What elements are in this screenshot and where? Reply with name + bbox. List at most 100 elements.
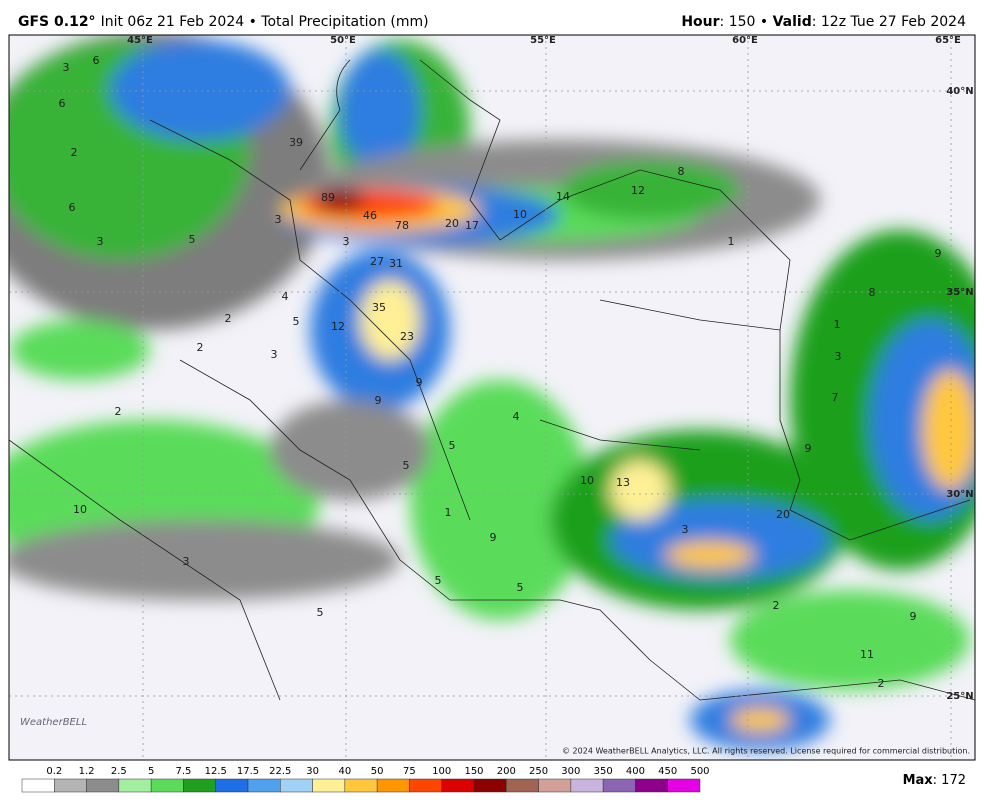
model: GFS 0.12° — [18, 14, 96, 30]
point-label: 39 — [289, 136, 303, 149]
header-right: Hour: 150 • Valid: 12z Tue 27 Feb 2024 — [681, 14, 966, 30]
grid-labels: 45°E 50°E 55°E 60°E 65°E 40°N 35°N 30°N 25°N — [127, 35, 974, 702]
legend-label: 1.2 — [79, 766, 95, 777]
point-label: 5 — [449, 439, 456, 452]
max: Max: 172 — [903, 773, 966, 788]
point-label: 2 — [225, 312, 232, 325]
legend-swatch — [506, 778, 539, 793]
point-label: 2 — [197, 341, 204, 354]
point-label: 2 — [878, 677, 885, 690]
borders — [9, 59, 975, 701]
legend-label: 5 — [148, 766, 154, 777]
legend-label: 50 — [371, 766, 384, 777]
map-frame — [8, 34, 976, 761]
legend-swatch — [344, 778, 378, 793]
point-label: 11 — [860, 648, 874, 661]
precip-field — [9, 35, 975, 750]
logo: WeatherBELL — [20, 717, 87, 728]
point-label: 5 — [293, 315, 300, 328]
point-label: 2 — [773, 599, 780, 612]
legend-label: 350 — [594, 766, 613, 777]
point-label: 46 — [363, 209, 377, 222]
point-label: 31 — [389, 257, 403, 270]
legend-label: 17.5 — [237, 766, 259, 777]
point-label: 5 — [435, 574, 442, 587]
point-label: 5 — [317, 606, 324, 619]
legend-swatch — [409, 778, 442, 793]
point-label: 9 — [805, 442, 812, 455]
legend-label: 12.5 — [205, 766, 227, 777]
point-label: 17 — [465, 219, 479, 232]
header-left: GFS 0.12° Init 06z 21 Feb 2024 • Total Pr… — [18, 14, 429, 30]
legend-swatch — [21, 778, 55, 793]
point-label: 3 — [343, 235, 350, 248]
legend-label: 2.5 — [111, 766, 127, 777]
point-label: 6 — [59, 97, 66, 110]
point-label: 89 — [321, 191, 335, 204]
graticule — [9, 35, 975, 760]
legend-swatch — [312, 778, 346, 793]
legend-label: 300 — [561, 766, 580, 777]
point-label: 2 — [71, 146, 78, 159]
legend-swatch — [570, 778, 604, 793]
point-label: 12 — [331, 320, 345, 333]
legend-swatch — [635, 778, 668, 793]
grid-label: 30°N — [946, 489, 973, 500]
point-label: 35 — [372, 301, 386, 314]
point-label: 5 — [189, 233, 196, 246]
legend-label: 450 — [658, 766, 677, 777]
legend-swatch — [183, 778, 216, 793]
legend-swatch — [538, 778, 572, 793]
point-label: 8 — [869, 286, 876, 299]
point-label: 1 — [445, 506, 452, 519]
legend-label: 7.5 — [175, 766, 191, 777]
legend-swatch — [118, 778, 152, 793]
grid-label: 55°E — [530, 35, 556, 46]
grid-label: 40°N — [946, 86, 973, 97]
legend-swatch — [150, 778, 184, 793]
point-label: 3 — [682, 523, 689, 536]
point-label: 9 — [935, 247, 942, 260]
point-label: 3 — [97, 235, 104, 248]
legend-swatch — [86, 778, 120, 793]
grid-label: 50°E — [330, 35, 356, 46]
legend-swatch — [247, 778, 281, 793]
legend-swatch — [376, 778, 410, 793]
point-label: 27 — [370, 255, 384, 268]
max-key: Max — [903, 773, 934, 788]
legend-swatch — [667, 778, 701, 793]
legend-label: 22.5 — [269, 766, 291, 777]
point-label: 12 — [631, 184, 645, 197]
point-label: 3 — [183, 555, 190, 568]
point-label: 1 — [834, 318, 841, 331]
legend-swatch — [441, 778, 475, 793]
run: Init 06z 21 Feb 2024 • Total Precipitati… — [101, 14, 429, 30]
point-label: 9 — [910, 610, 917, 623]
max-value: : 172 — [933, 773, 966, 788]
point-label: 6 — [69, 201, 76, 214]
point-label: 7 — [832, 391, 839, 404]
point-label: 20 — [776, 508, 790, 521]
point-label: 14 — [556, 190, 570, 203]
point-label: 9 — [416, 376, 423, 389]
point-label: 6 — [93, 54, 100, 67]
grid-label: 60°E — [732, 35, 758, 46]
legend-label: 30 — [306, 766, 319, 777]
hour: : 150 • — [720, 14, 773, 30]
point-label: 9 — [375, 394, 382, 407]
grid-label: 45°E — [127, 35, 153, 46]
legend-label: 250 — [529, 766, 548, 777]
point-label: 10 — [73, 503, 87, 516]
legend-label: 40 — [338, 766, 351, 777]
point-label: 20 — [445, 217, 459, 230]
point-label: 5 — [403, 459, 410, 472]
legend-label: 0.2 — [46, 766, 62, 777]
legend-label: 100 — [432, 766, 451, 777]
grid-label: 35°N — [946, 287, 973, 298]
hour-key: Hour — [681, 14, 719, 30]
point-label: 23 — [400, 330, 414, 343]
valid-key: Valid — [773, 14, 812, 30]
copyright: © 2024 WeatherBELL Analytics, LLC. All r… — [562, 747, 970, 756]
